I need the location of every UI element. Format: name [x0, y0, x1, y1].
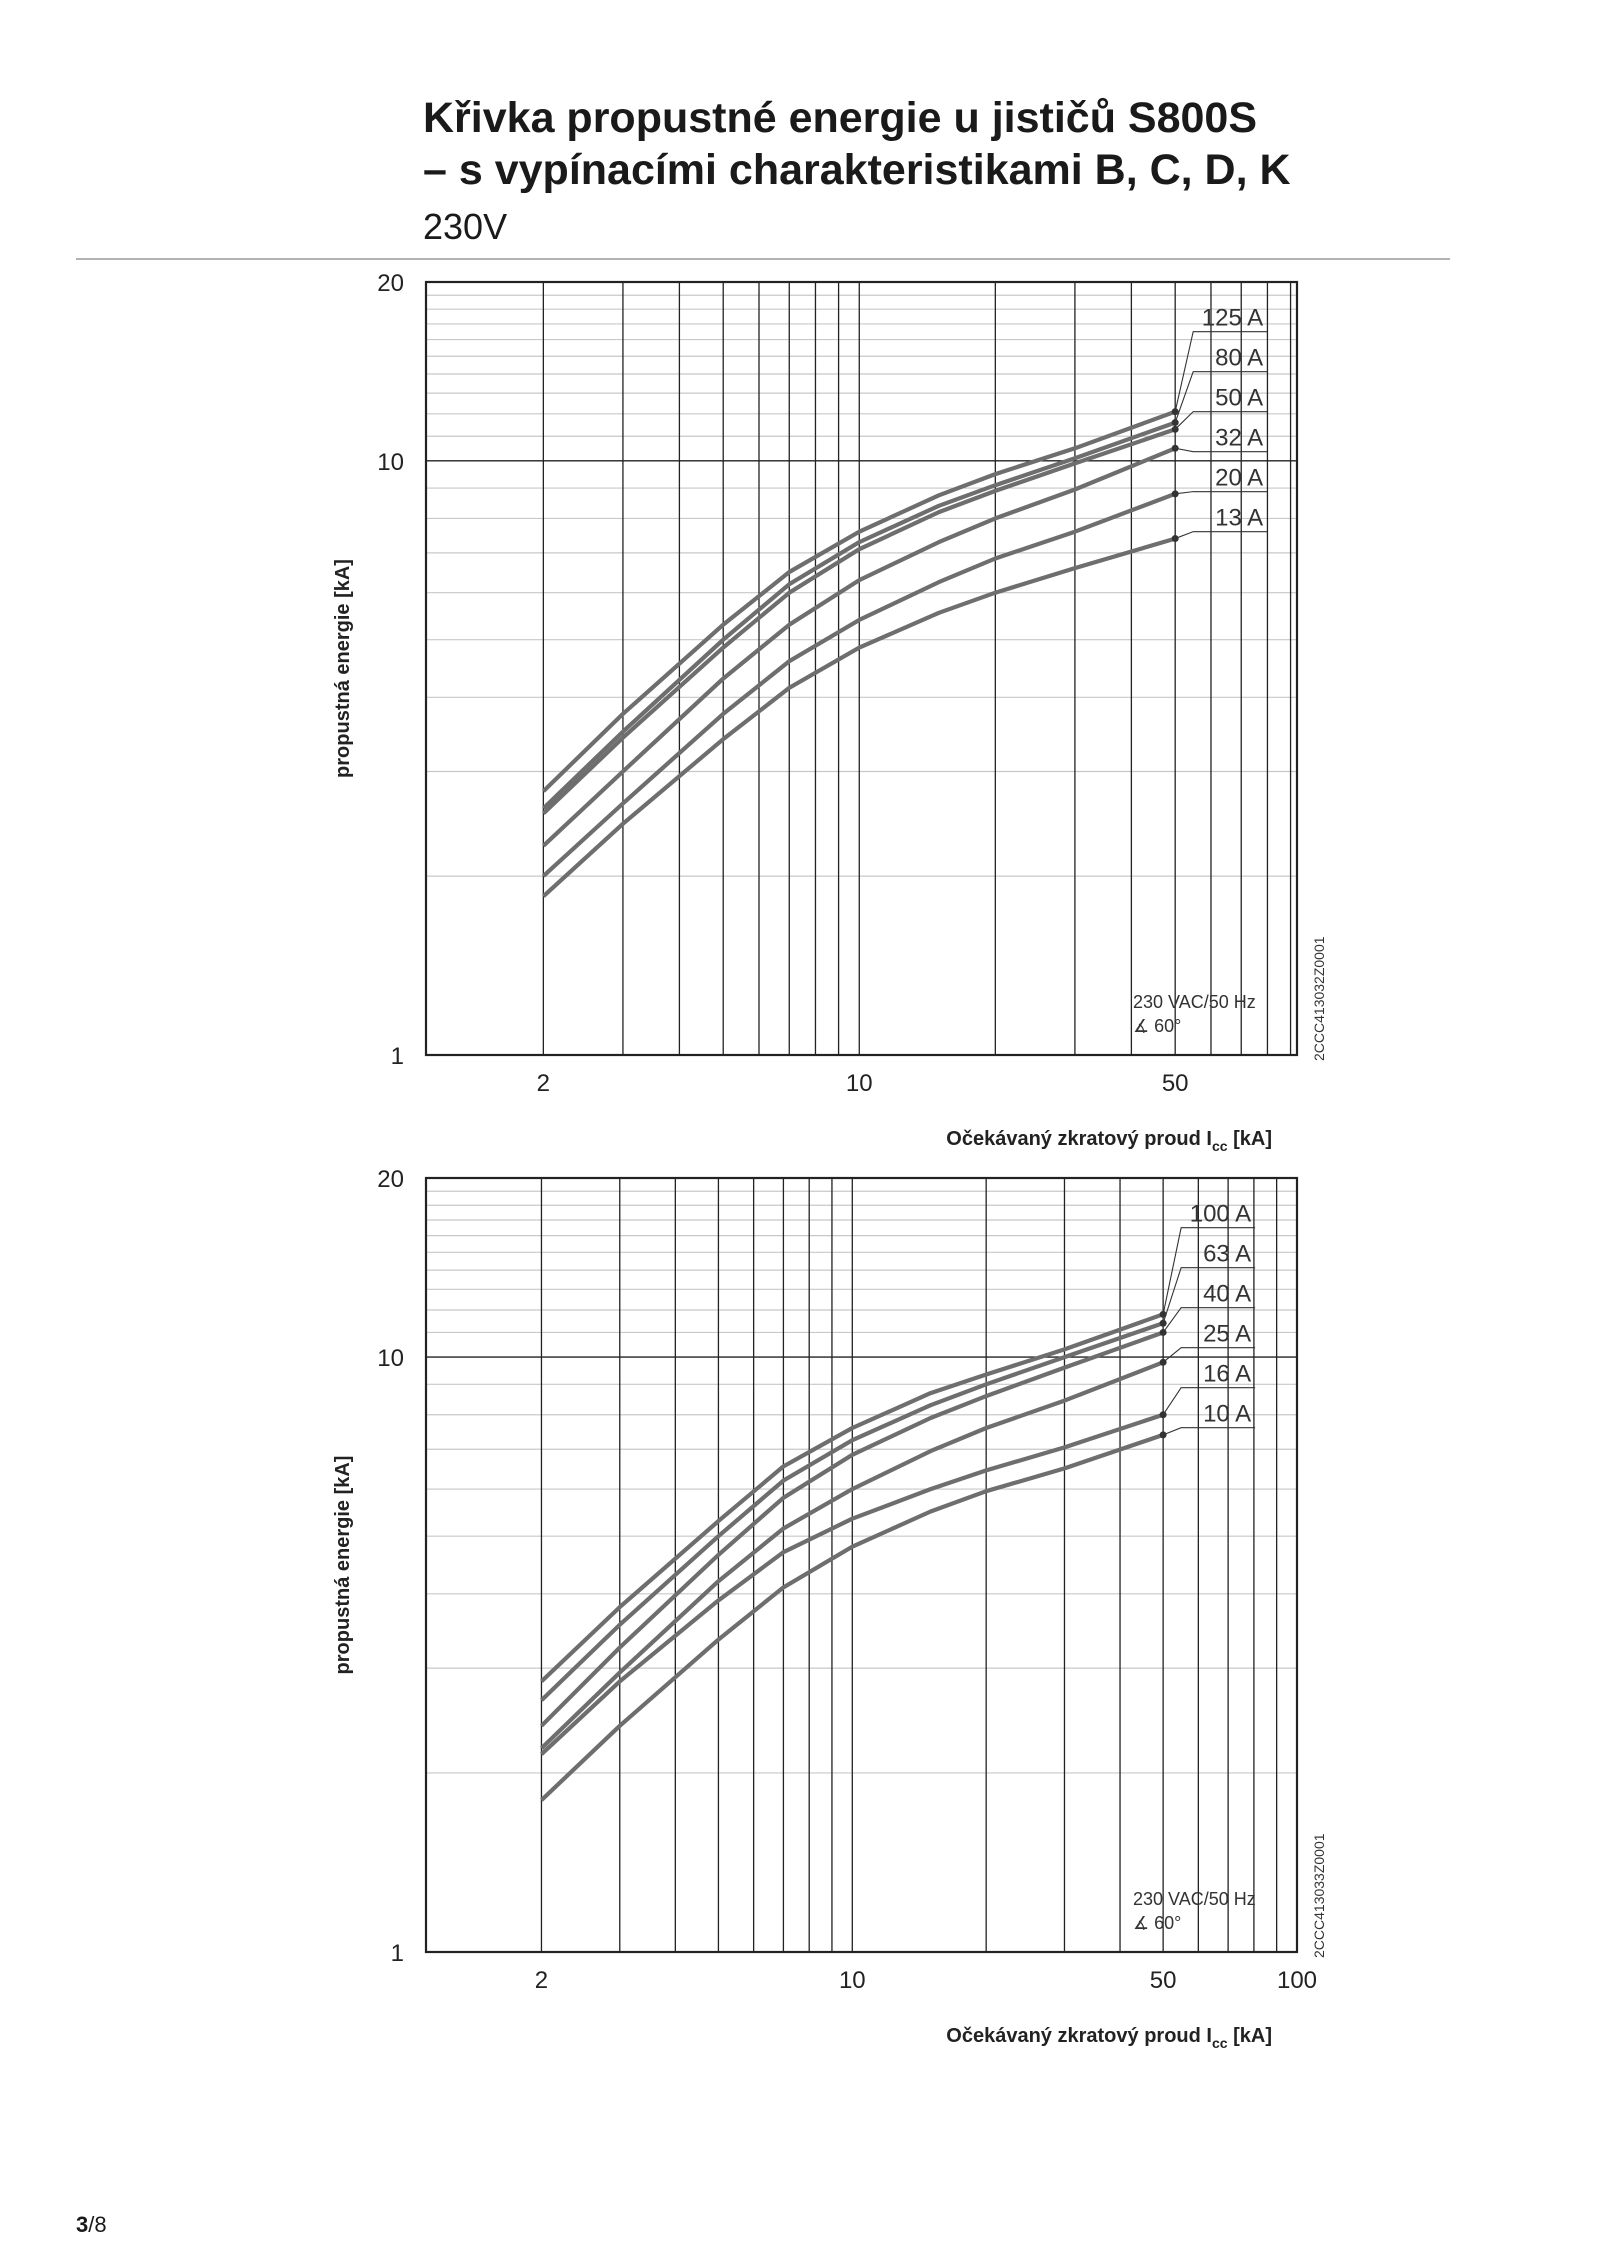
- series-line: [541, 409, 1176, 793]
- series-end-marker: [1171, 535, 1179, 543]
- chart-bottom: 1 10 20 2 10 50 100 propustná energie [kA] Očeká…: [332, 1166, 1327, 2051]
- x-axis-label: Očekávaný zkratový proud Icc [kA]: [946, 2025, 1272, 2051]
- series-line: [540, 1321, 1164, 1702]
- series-line: [540, 1330, 1164, 1728]
- y-tick-label: 1: [391, 1043, 404, 1070]
- series-line: [541, 491, 1176, 878]
- series-label: 32 A: [1215, 425, 1263, 452]
- chart-top: 1 10 20 2 10 50 propustná energie [kA] Očekávan…: [332, 270, 1327, 1154]
- title-line-1: Křivka propustné energie u jističů S800S: [423, 94, 1258, 142]
- x-axis-label-unit: [kA]: [1228, 1128, 1272, 1150]
- series-end-marker: [1171, 408, 1179, 416]
- series-leader-line: [1175, 447, 1268, 453]
- series-leader-line: [1174, 531, 1268, 540]
- series-label: 50 A: [1215, 385, 1263, 412]
- series-leader-line: [1162, 1267, 1256, 1324]
- figure-code: 2CCC413033Z0001: [1311, 1833, 1327, 1958]
- y-axis-label: propustná energie [kA]: [332, 559, 354, 778]
- series-label: 10 A: [1203, 1401, 1251, 1428]
- series-line: [540, 1360, 1164, 1750]
- series-label: 20 A: [1215, 465, 1263, 492]
- series-line: [541, 420, 1176, 810]
- x-tick-label: 100: [1277, 1967, 1317, 1994]
- angle-note: ∡ 60°: [1133, 1913, 1181, 1933]
- series-label: 80 A: [1215, 345, 1263, 372]
- series-leader-line: [1162, 1427, 1256, 1436]
- series-label: 100 A: [1190, 1201, 1251, 1228]
- series-label: 125 A: [1202, 305, 1263, 332]
- x-axis-label-subscript: cc: [1212, 2035, 1228, 2051]
- series-label: 16 A: [1203, 1361, 1251, 1388]
- series-leader-line: [1162, 1387, 1256, 1416]
- y-tick-label: 10: [377, 449, 404, 476]
- series-leader-line: [1162, 1307, 1256, 1333]
- page-title: Křivka propustné energie u jističů S800S…: [423, 92, 1291, 196]
- series-line: [540, 1412, 1164, 1756]
- plot-frame: [424, 1176, 1299, 1954]
- angle-note: ∡ 60°: [1133, 1016, 1181, 1036]
- series-leader-line: [1174, 331, 1268, 412]
- y-tick-label: 1: [391, 1940, 404, 1967]
- x-tick-label: 50: [1162, 1070, 1189, 1097]
- series-line: [540, 1312, 1164, 1683]
- y-tick-label: 20: [377, 270, 404, 297]
- x-tick-label: 10: [839, 1967, 866, 1994]
- series-line: [540, 1432, 1164, 1802]
- series-end-marker: [1159, 1431, 1167, 1439]
- series-leader-line: [1162, 1347, 1256, 1363]
- series-leader-line: [1174, 411, 1268, 430]
- x-axis-label-subscript: cc: [1212, 1138, 1228, 1154]
- series-line: [541, 427, 1176, 816]
- series-label: 63 A: [1203, 1241, 1251, 1268]
- series-leader-line: [1174, 371, 1268, 423]
- x-tick-label: 50: [1150, 1967, 1177, 1994]
- conditions-note: 230 VAC/50 Hz: [1133, 992, 1256, 1012]
- series-line: [541, 446, 1176, 848]
- series-line: [541, 536, 1176, 898]
- x-tick-label: 2: [535, 1967, 548, 1994]
- x-axis-label: Očekávaný zkratový proud Icc [kA]: [946, 1128, 1272, 1154]
- series-label: 25 A: [1203, 1321, 1251, 1348]
- title-line-2: – s vypínacími charakteristikami B, C, D…: [423, 146, 1291, 194]
- page-number: 3/8: [76, 2212, 107, 2238]
- page-subtitle: 230V: [423, 206, 508, 247]
- page-current: 3: [76, 2212, 89, 2237]
- x-tick-label: 2: [537, 1070, 550, 1097]
- x-axis-label-text: Očekávaný zkratový proud I: [946, 2025, 1212, 2047]
- plot-frame: [424, 280, 1299, 1057]
- series-label: 13 A: [1215, 505, 1263, 532]
- x-axis-label-unit: [kA]: [1228, 2025, 1272, 2047]
- header-divider: [76, 258, 1450, 260]
- series-leader-line: [1175, 491, 1268, 495]
- x-tick-label: 10: [846, 1070, 873, 1097]
- y-tick-label: 10: [377, 1345, 404, 1372]
- y-axis-label: propustná energie [kA]: [332, 1456, 354, 1675]
- series-leader-line: [1162, 1227, 1256, 1315]
- figure-code: 2CCC413032Z0001: [1311, 936, 1327, 1061]
- series-label: 40 A: [1203, 1281, 1251, 1308]
- series-end-marker: [1171, 490, 1179, 498]
- x-axis-label-text: Očekávaný zkratový proud I: [946, 1128, 1212, 1150]
- conditions-note: 230 VAC/50 Hz: [1133, 1889, 1256, 1909]
- y-tick-label: 20: [377, 1166, 404, 1193]
- page-total: /8: [88, 2212, 107, 2237]
